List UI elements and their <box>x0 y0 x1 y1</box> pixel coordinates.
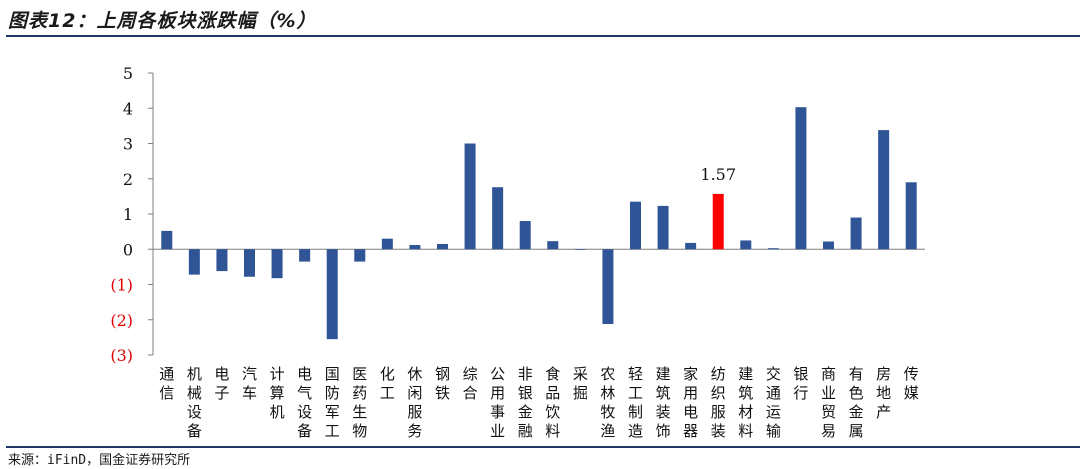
bar-3 <box>216 249 228 272</box>
bar-24 <box>795 107 807 250</box>
bar-4 <box>244 249 255 277</box>
bar-5 <box>271 249 283 279</box>
bar-23 <box>767 248 779 250</box>
y-tick-label: 5 <box>123 64 133 83</box>
category-label: 汽车 <box>242 365 257 402</box>
bar-17 <box>602 249 614 324</box>
bar-7 <box>326 249 338 340</box>
bar-10 <box>409 245 421 250</box>
y-tick-label: (2) <box>110 311 133 330</box>
category-label: 农林牧渔 <box>600 365 615 440</box>
category-label: 交通运输 <box>766 365 781 440</box>
category-label: 建筑装饰 <box>656 365 671 440</box>
bar-2 <box>188 249 200 275</box>
bar-19 <box>657 205 669 250</box>
category-label: 通信 <box>159 365 174 402</box>
y-tick-label: 3 <box>123 135 133 154</box>
title-divider <box>6 35 1080 37</box>
bar-27 <box>878 130 890 250</box>
y-tick-label: 1 <box>123 205 133 224</box>
y-tick-label: 2 <box>123 170 133 189</box>
category-label: 建筑材料 <box>738 365 753 440</box>
bar-25 <box>823 241 834 250</box>
bar-9 <box>381 238 393 250</box>
category-label: 采掘 <box>573 365 588 402</box>
source-note: 来源：iFinD，国金证券研究所 <box>8 453 191 468</box>
category-label: 公用事业 <box>490 365 505 440</box>
category-label: 房地产 <box>876 365 891 421</box>
category-label: 计算机 <box>270 365 285 421</box>
bar-20 <box>685 242 697 250</box>
y-tick-label: (1) <box>110 276 133 295</box>
bar-28 <box>905 182 917 250</box>
category-label: 传媒 <box>904 365 919 402</box>
footer-divider <box>6 446 1080 448</box>
y-tick-label: (3) <box>110 346 133 365</box>
bar-21 <box>712 193 724 250</box>
bar-12 <box>464 143 476 250</box>
category-label: 化工 <box>380 365 395 402</box>
category-label: 纺织服装 <box>711 365 726 440</box>
category-label: 休闲服务 <box>407 365 422 440</box>
chart-title: 图表12：上周各板块涨跌幅（%） <box>8 10 317 32</box>
data-label: 1.57 <box>700 165 736 184</box>
bar-13 <box>492 187 504 250</box>
bar-14 <box>519 221 531 250</box>
y-tick-label: 0 <box>123 240 133 259</box>
bar-8 <box>354 249 366 262</box>
title-bar: 图表12：上周各板块涨跌幅（%） <box>0 0 1086 37</box>
category-label: 机械设备 <box>187 365 202 440</box>
category-label: 商业贸易 <box>821 365 836 440</box>
category-label: 综合 <box>463 365 478 402</box>
bar-chart: 5 4 3 2 1 0 (1) (2) (3) 通信机械设备电子汽车计算机电气设备国防军工医药生物… <box>110 64 925 440</box>
category-label: 家用电器 <box>683 365 698 440</box>
category-label: 非银金融 <box>518 365 533 440</box>
bar-26 <box>850 217 862 250</box>
category-label: 钢铁 <box>435 365 450 402</box>
bar-11 <box>437 243 448 250</box>
category-label: 医药生物 <box>352 365 367 440</box>
category-label: 银行 <box>793 365 808 402</box>
category-label: 电气设备 <box>297 365 312 440</box>
y-tick-label: 4 <box>123 99 133 118</box>
bar-16 <box>574 249 586 250</box>
bar-18 <box>630 201 641 250</box>
bar-1 <box>161 230 173 250</box>
category-label: 电子 <box>214 365 229 402</box>
category-label: 国防军工 <box>325 365 340 440</box>
category-label: 有色金属 <box>849 365 864 440</box>
category-label: 轻工制造 <box>628 365 643 440</box>
bar-6 <box>299 249 311 262</box>
bar-22 <box>740 240 752 250</box>
bar-15 <box>547 241 559 250</box>
category-label: 食品饮料 <box>545 365 560 440</box>
